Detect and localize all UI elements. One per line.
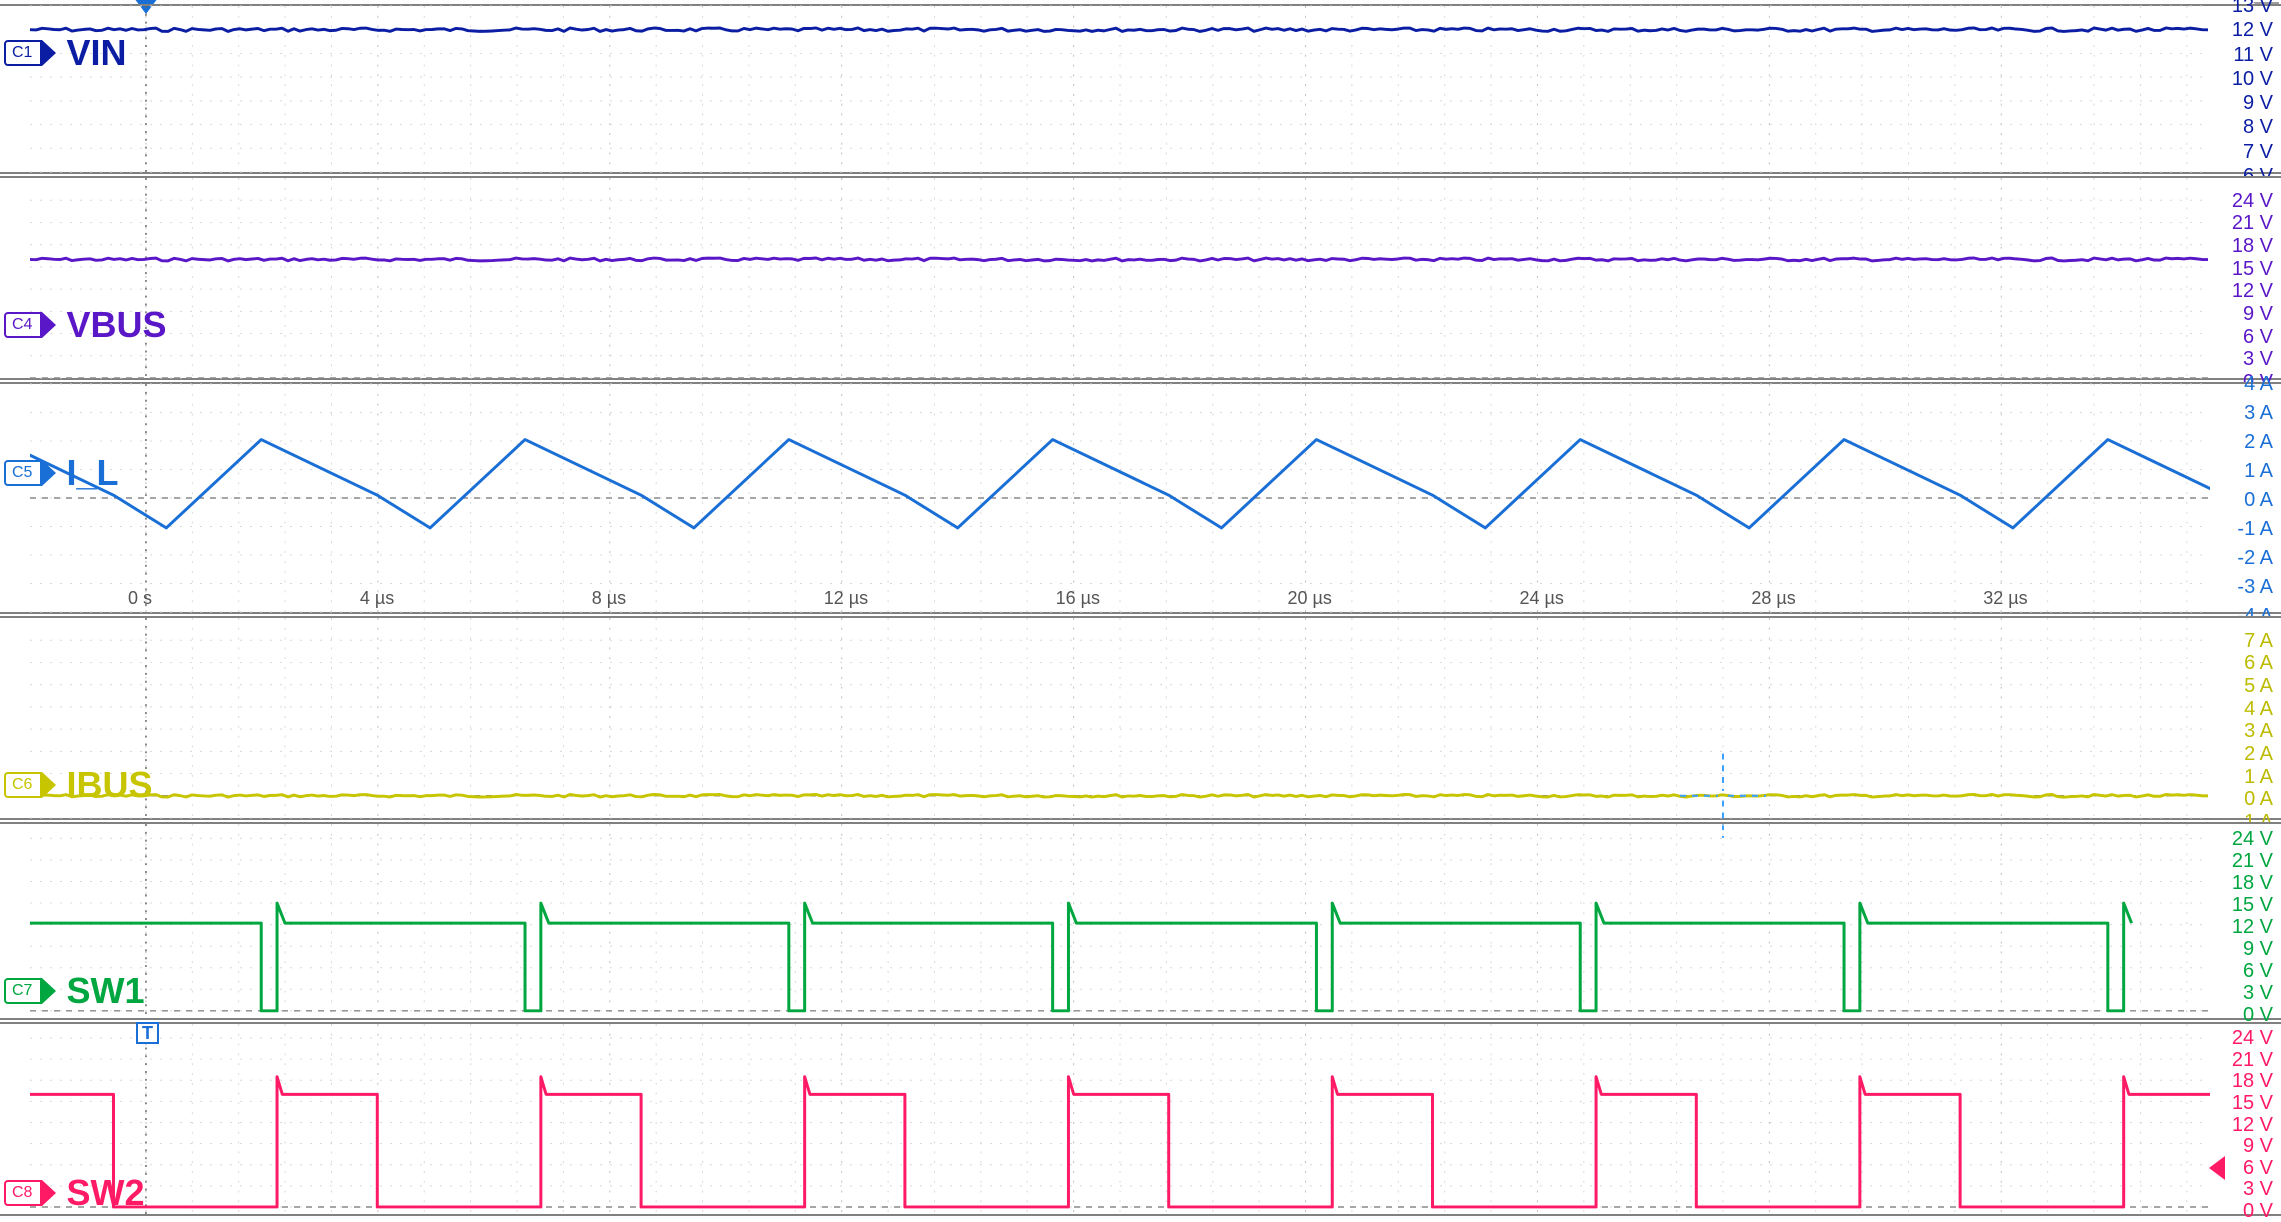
channel-label: SW1 [66, 970, 144, 1012]
channel-tag-ibus: C6 IBUS [4, 764, 152, 806]
channel-label: VIN [66, 32, 126, 74]
channel-badge: C7 [4, 978, 42, 1004]
y-tick-label: 6 V [2243, 961, 2273, 981]
y-tick-label: 15 V [2232, 259, 2273, 279]
pane-ibus: 7 A6 A5 A4 A3 A2 A1 A0 A-1 AC6IBUS [0, 616, 2281, 820]
y-tick-label: 24 V [2232, 191, 2273, 211]
pane-vbus: 24 V21 V18 V15 V12 V9 V6 V3 V0 VC4VBUS [0, 176, 2281, 380]
waveform-sw1 [0, 903, 2132, 1011]
y-tick-label: 21 V [2232, 851, 2273, 871]
y-tick-label: 9 V [2243, 1136, 2273, 1156]
y-tick-label: 3 A [2244, 403, 2273, 423]
y-tick-label: 1 A [2244, 767, 2273, 787]
channel-label: I_L [66, 452, 118, 494]
ground-ref-arrow-icon [2209, 1156, 2225, 1180]
waveform-vbus [30, 258, 2208, 261]
trigger-T-marker: T [136, 1022, 159, 1044]
y-tick-label: -2 A [2237, 548, 2273, 568]
y-tick-label: 3 V [2243, 983, 2273, 1003]
y-tick-label: 9 V [2243, 939, 2273, 959]
x-tick-label: 24 µs [1519, 588, 1563, 609]
waveform-ibus [30, 794, 2208, 797]
y-tick-label: 7 A [2244, 631, 2273, 651]
x-tick-label: 32 µs [1983, 588, 2027, 609]
x-tick-label: 16 µs [1056, 588, 1100, 609]
x-tick-label: 20 µs [1288, 588, 1332, 609]
y-tick-label: 9 V [2243, 93, 2273, 113]
channel-label: SW2 [66, 1172, 144, 1214]
y-tick-label: 0 V [2243, 1201, 2273, 1221]
y-tick-label: 21 V [2232, 1050, 2273, 1070]
y-tick-label: 0 A [2244, 490, 2273, 510]
waveform-vin [30, 28, 2208, 32]
waveform-i_l [0, 440, 2224, 528]
channel-badge: C8 [4, 1180, 42, 1206]
y-tick-label: 12 V [2232, 20, 2273, 40]
y-tick-label: 10 V [2232, 69, 2273, 89]
y-tick-label: 6 V [2243, 327, 2273, 347]
y-tick-label: 18 V [2232, 873, 2273, 893]
x-tick-label: 4 µs [360, 588, 394, 609]
x-tick-label: 28 µs [1751, 588, 1795, 609]
y-tick-label: 18 V [2232, 236, 2273, 256]
y-tick-label: 12 V [2232, 917, 2273, 937]
waveform-sw2 [13, 1077, 2224, 1207]
pane-sw2: 24 V21 V18 V15 V12 V9 V6 V3 V0 VC8SW2 [0, 1022, 2281, 1216]
channel-label: IBUS [66, 764, 152, 806]
channel-badge: C6 [4, 772, 42, 798]
y-tick-label: 3 A [2244, 721, 2273, 741]
y-tick-label: 12 V [2232, 281, 2273, 301]
y-tick-label: 4 A [2244, 374, 2273, 394]
pane-i_l: 4 A3 A2 A1 A0 A-1 A-2 A-3 A-4 A0 s4 µs8 … [0, 382, 2281, 614]
channel-badge: C4 [4, 312, 42, 338]
y-tick-label: 15 V [2232, 1093, 2273, 1113]
y-tick-label: 24 V [2232, 829, 2273, 849]
channel-badge: C1 [4, 40, 42, 66]
channel-tag-vbus: C4 VBUS [4, 304, 166, 346]
y-tick-label: 2 A [2244, 432, 2273, 452]
y-tick-label: 15 V [2232, 895, 2273, 915]
y-tick-label: 2 A [2244, 744, 2273, 764]
y-tick-label: 5 A [2244, 676, 2273, 696]
y-tick-label: 21 V [2232, 213, 2273, 233]
pane-vin: 13 V12 V11 V10 V9 V8 V7 V6 VC1VIN [0, 4, 2281, 174]
y-tick-label: 6 A [2244, 653, 2273, 673]
y-tick-label: 7 V [2243, 142, 2273, 162]
y-tick-label: 3 V [2243, 1179, 2273, 1199]
y-tick-label: -1 A [2237, 519, 2273, 539]
y-tick-label: 12 V [2232, 1115, 2273, 1135]
channel-tag-vin: C1 VIN [4, 32, 126, 74]
y-tick-label: 8 V [2243, 117, 2273, 137]
y-tick-label: 11 V [2233, 45, 2273, 65]
channel-label: VBUS [66, 304, 166, 346]
y-tick-label: 4 A [2244, 699, 2273, 719]
y-tick-label: 13 V [2232, 0, 2273, 16]
x-tick-label: 0 s [128, 588, 152, 609]
y-tick-label: -3 A [2237, 577, 2273, 597]
y-tick-label: 1 A [2244, 461, 2273, 481]
channel-tag-sw1: C7 SW1 [4, 970, 144, 1012]
y-tick-label: 24 V [2232, 1028, 2273, 1048]
x-tick-label: 8 µs [592, 588, 626, 609]
x-tick-label: 12 µs [824, 588, 868, 609]
y-tick-label: 9 V [2243, 304, 2273, 324]
oscilloscope-capture: 13 V12 V11 V10 V9 V8 V7 V6 VC1VIN24 V21 … [0, 0, 2281, 1219]
pane-sw1: 24 V21 V18 V15 V12 V9 V6 V3 V0 VC7SW1 [0, 822, 2281, 1020]
channel-tag-sw2: C8 SW2 [4, 1172, 144, 1214]
channel-badge: C5 [4, 460, 42, 486]
y-tick-label: 18 V [2232, 1071, 2273, 1091]
y-tick-label: 0 A [2244, 789, 2273, 809]
channel-tag-i_l: C5 I_L [4, 452, 118, 494]
y-tick-label: 3 V [2243, 349, 2273, 369]
y-tick-label: 6 V [2243, 1158, 2273, 1178]
